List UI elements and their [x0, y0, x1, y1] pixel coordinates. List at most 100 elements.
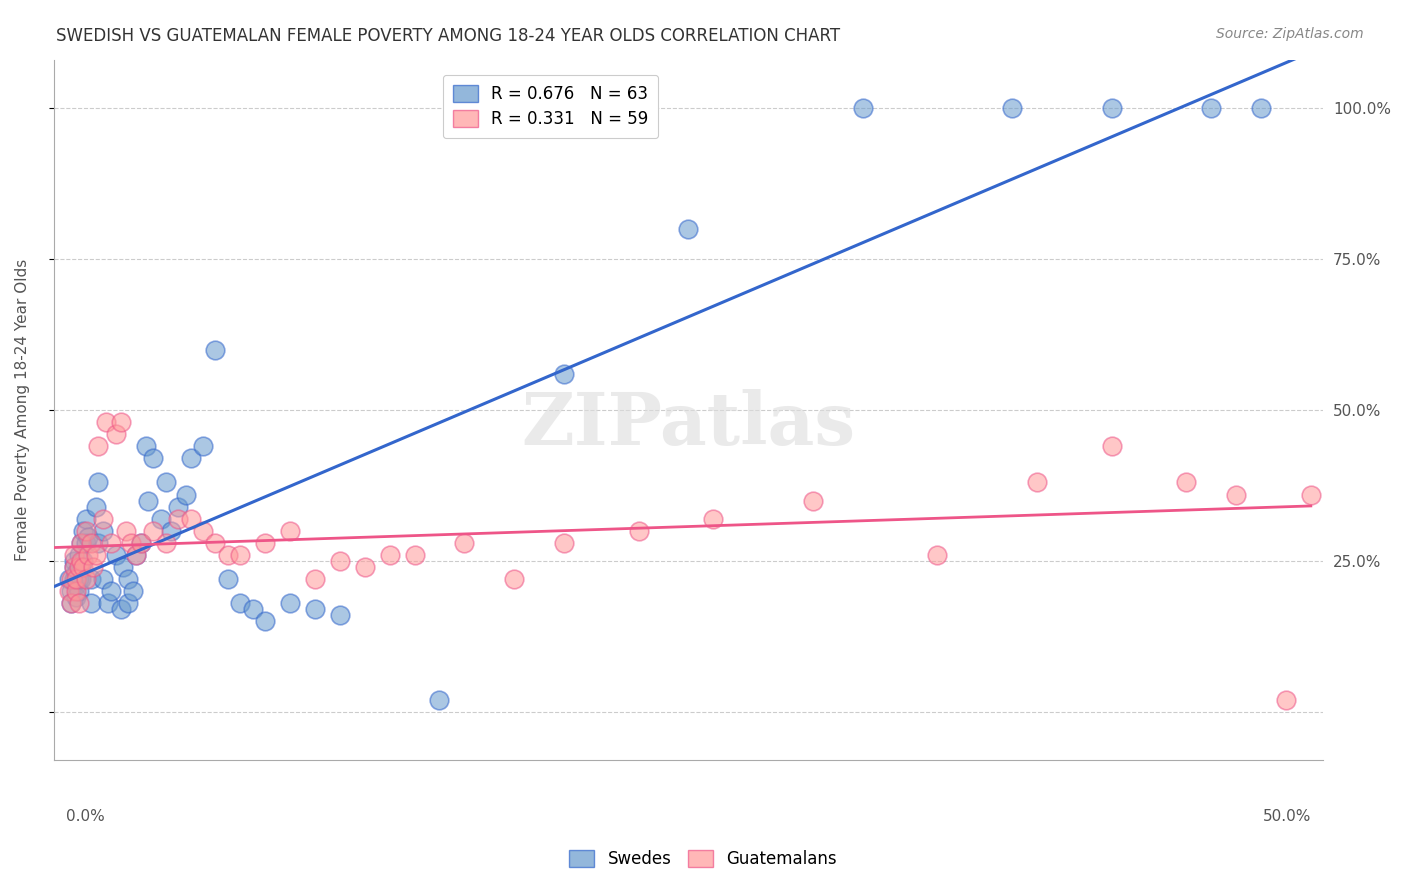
Point — [104, 548, 127, 562]
Point — [82, 560, 104, 574]
Point — [65, 578, 87, 592]
Point — [1225, 487, 1247, 501]
Point — [801, 493, 824, 508]
Point — [229, 596, 252, 610]
Point — [110, 602, 132, 616]
Point — [70, 536, 93, 550]
Point — [87, 536, 110, 550]
Point — [112, 560, 135, 574]
Point — [329, 554, 352, 568]
Legend: R = 0.676   N = 63, R = 0.331   N = 59: R = 0.676 N = 63, R = 0.331 N = 59 — [443, 75, 658, 138]
Point — [304, 602, 326, 616]
Point — [72, 560, 94, 574]
Point — [453, 536, 475, 550]
Point — [353, 560, 375, 574]
Point — [553, 367, 575, 381]
Point — [142, 451, 165, 466]
Point — [852, 101, 875, 115]
Point — [155, 475, 177, 490]
Point — [122, 584, 145, 599]
Point — [80, 572, 103, 586]
Point — [242, 602, 264, 616]
Point — [125, 548, 148, 562]
Point — [159, 524, 181, 538]
Point — [84, 500, 107, 514]
Y-axis label: Female Poverty Among 18-24 Year Olds: Female Poverty Among 18-24 Year Olds — [15, 259, 30, 561]
Point — [204, 343, 226, 357]
Point — [254, 615, 277, 629]
Point — [378, 548, 401, 562]
Point — [135, 439, 157, 453]
Point — [67, 560, 90, 574]
Point — [129, 536, 152, 550]
Point — [627, 524, 650, 538]
Point — [129, 536, 152, 550]
Point — [60, 572, 83, 586]
Point — [204, 536, 226, 550]
Point — [70, 536, 93, 550]
Point — [65, 566, 87, 581]
Text: ZIPatlas: ZIPatlas — [522, 389, 855, 459]
Point — [65, 584, 87, 599]
Point — [117, 596, 139, 610]
Point — [304, 572, 326, 586]
Point — [1101, 439, 1123, 453]
Point — [72, 524, 94, 538]
Point — [217, 572, 239, 586]
Point — [125, 548, 148, 562]
Point — [67, 548, 90, 562]
Point — [65, 572, 87, 586]
Point — [75, 524, 97, 538]
Point — [229, 548, 252, 562]
Point — [77, 530, 100, 544]
Point — [167, 500, 190, 514]
Point — [1101, 101, 1123, 115]
Point — [678, 221, 700, 235]
Point — [110, 415, 132, 429]
Point — [117, 572, 139, 586]
Point — [58, 572, 80, 586]
Point — [329, 608, 352, 623]
Point — [80, 536, 103, 550]
Point — [100, 584, 122, 599]
Point — [1324, 475, 1347, 490]
Point — [114, 524, 136, 538]
Text: 50.0%: 50.0% — [1263, 809, 1310, 824]
Point — [75, 512, 97, 526]
Point — [404, 548, 426, 562]
Point — [1175, 475, 1198, 490]
Point — [87, 439, 110, 453]
Point — [93, 512, 115, 526]
Point — [75, 572, 97, 586]
Point — [58, 584, 80, 599]
Point — [429, 693, 451, 707]
Point — [136, 493, 159, 508]
Point — [70, 560, 93, 574]
Point — [104, 427, 127, 442]
Point — [62, 560, 84, 574]
Point — [65, 591, 87, 605]
Point — [191, 524, 214, 538]
Point — [62, 560, 84, 574]
Point — [1001, 101, 1024, 115]
Point — [278, 596, 301, 610]
Point — [167, 512, 190, 526]
Point — [553, 536, 575, 550]
Point — [70, 572, 93, 586]
Point — [142, 524, 165, 538]
Point — [62, 572, 84, 586]
Point — [149, 512, 172, 526]
Point — [120, 536, 142, 550]
Point — [180, 512, 202, 526]
Point — [75, 536, 97, 550]
Text: 0.0%: 0.0% — [66, 809, 105, 824]
Point — [70, 554, 93, 568]
Point — [503, 572, 526, 586]
Point — [62, 554, 84, 568]
Point — [100, 536, 122, 550]
Point — [60, 584, 83, 599]
Point — [1374, 463, 1396, 477]
Point — [94, 415, 117, 429]
Point — [67, 584, 90, 599]
Point — [1199, 101, 1222, 115]
